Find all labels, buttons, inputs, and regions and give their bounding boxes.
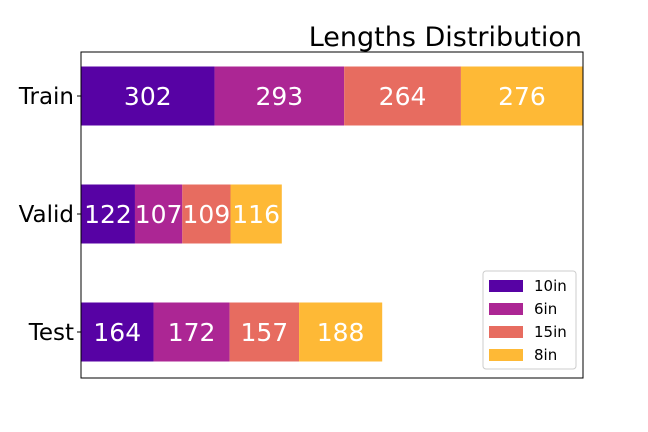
legend-swatch-10in (489, 280, 523, 292)
data-label-train-8in: 276 (498, 82, 546, 111)
plot-frame (80, 51, 584, 379)
bar-train-10in (81, 66, 215, 126)
bar-valid-15in (182, 184, 231, 244)
y-axis: Train Valid Test (18, 84, 81, 346)
data-label-train-6in: 293 (256, 82, 304, 111)
data-label-test-8in: 188 (317, 318, 365, 347)
chart-title: Lengths Distribution (309, 22, 582, 53)
bar-train-6in (214, 66, 345, 126)
data-label-valid-10in: 122 (84, 200, 132, 229)
y-tick-label-test: Test (28, 320, 74, 346)
bar-test-10in (81, 302, 154, 362)
data-label-test-6in: 172 (168, 318, 216, 347)
data-label-valid-8in: 116 (232, 200, 280, 229)
bar-valid-8in (230, 184, 282, 244)
legend-label-15in: 15in (534, 323, 567, 341)
bar-train-8in (460, 66, 583, 126)
bar-train-15in (344, 66, 461, 126)
y-tick-label-valid: Valid (19, 202, 74, 228)
legend: 10in 6in 15in 8in (482, 270, 577, 370)
data-label-test-10in: 164 (93, 318, 141, 347)
legend-frame (482, 270, 577, 370)
data-labels-layer: 302 293 264 276 122 107 109 116 164 172 157 188 (84, 82, 546, 347)
legend-swatch-6in (489, 303, 523, 315)
legend-swatch-15in (489, 326, 523, 338)
y-tick-label-train: Train (18, 84, 74, 110)
legend-label-8in: 8in (534, 346, 557, 364)
data-label-valid-6in: 107 (135, 200, 183, 229)
bar-test-6in (153, 302, 230, 362)
legend-label-6in: 6in (534, 300, 557, 318)
bar-test-15in (229, 302, 300, 362)
bar-valid-10in (81, 184, 135, 244)
bars-layer (81, 66, 583, 362)
data-label-test-15in: 157 (240, 318, 288, 347)
data-label-valid-15in: 109 (183, 200, 231, 229)
bar-test-8in (299, 302, 383, 362)
data-label-train-10in: 302 (124, 82, 172, 111)
bar-valid-6in (134, 184, 183, 244)
legend-swatch-8in (489, 349, 523, 361)
data-label-train-15in: 264 (379, 82, 427, 111)
legend-label-10in: 10in (534, 277, 567, 295)
